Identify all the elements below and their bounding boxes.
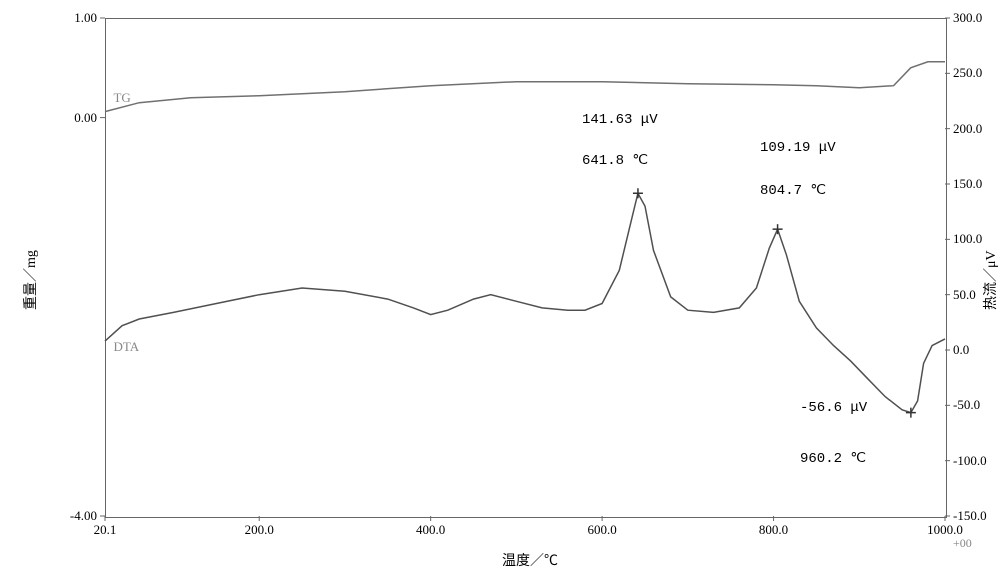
- y-right-tick-label: 300.0: [953, 10, 1000, 26]
- y-right-tick-label: -150.0: [953, 508, 1000, 524]
- y-right-tick-label: 250.0: [953, 65, 1000, 81]
- y-right-tick-label: 100.0: [953, 231, 1000, 247]
- y-right-tick-label: -50.0: [953, 397, 1000, 413]
- peak-annotation: 641.8 ℃: [582, 152, 648, 169]
- y-right-tick-label: -100.0: [953, 453, 1000, 469]
- x-tick-label: 20.1: [75, 522, 135, 538]
- peak-annotation: 141.63 μV: [582, 112, 658, 128]
- y-right-tick-label: 0.0: [953, 342, 1000, 358]
- y-right-tick-label: 200.0: [953, 121, 1000, 137]
- y-left-tick-label: -4.00: [47, 508, 97, 524]
- x-tick-label: 200.0: [229, 522, 289, 538]
- x-tick-label: 800.0: [744, 522, 804, 538]
- peak-annotation: 960.2 ℃: [800, 450, 866, 467]
- x-axis-overflow-text: +00: [953, 536, 972, 551]
- chart-svg: [0, 0, 1000, 578]
- peak-annotation: 109.19 μV: [760, 140, 836, 156]
- y-right-tick-label: 150.0: [953, 176, 1000, 192]
- y-right-tick-label: 50.0: [953, 287, 1000, 303]
- peak-annotation: -56.6 μV: [800, 400, 867, 416]
- chart-container: 重量／mg 热流／μV 温度／℃ TG DTA 20.1200.0400.060…: [0, 0, 1000, 578]
- peak-annotation: 804.7 ℃: [760, 182, 826, 199]
- x-tick-label: 600.0: [572, 522, 632, 538]
- y-left-tick-label: 1.00: [47, 10, 97, 26]
- y-left-tick-label: 0.00: [47, 110, 97, 126]
- x-tick-label: 400.0: [401, 522, 461, 538]
